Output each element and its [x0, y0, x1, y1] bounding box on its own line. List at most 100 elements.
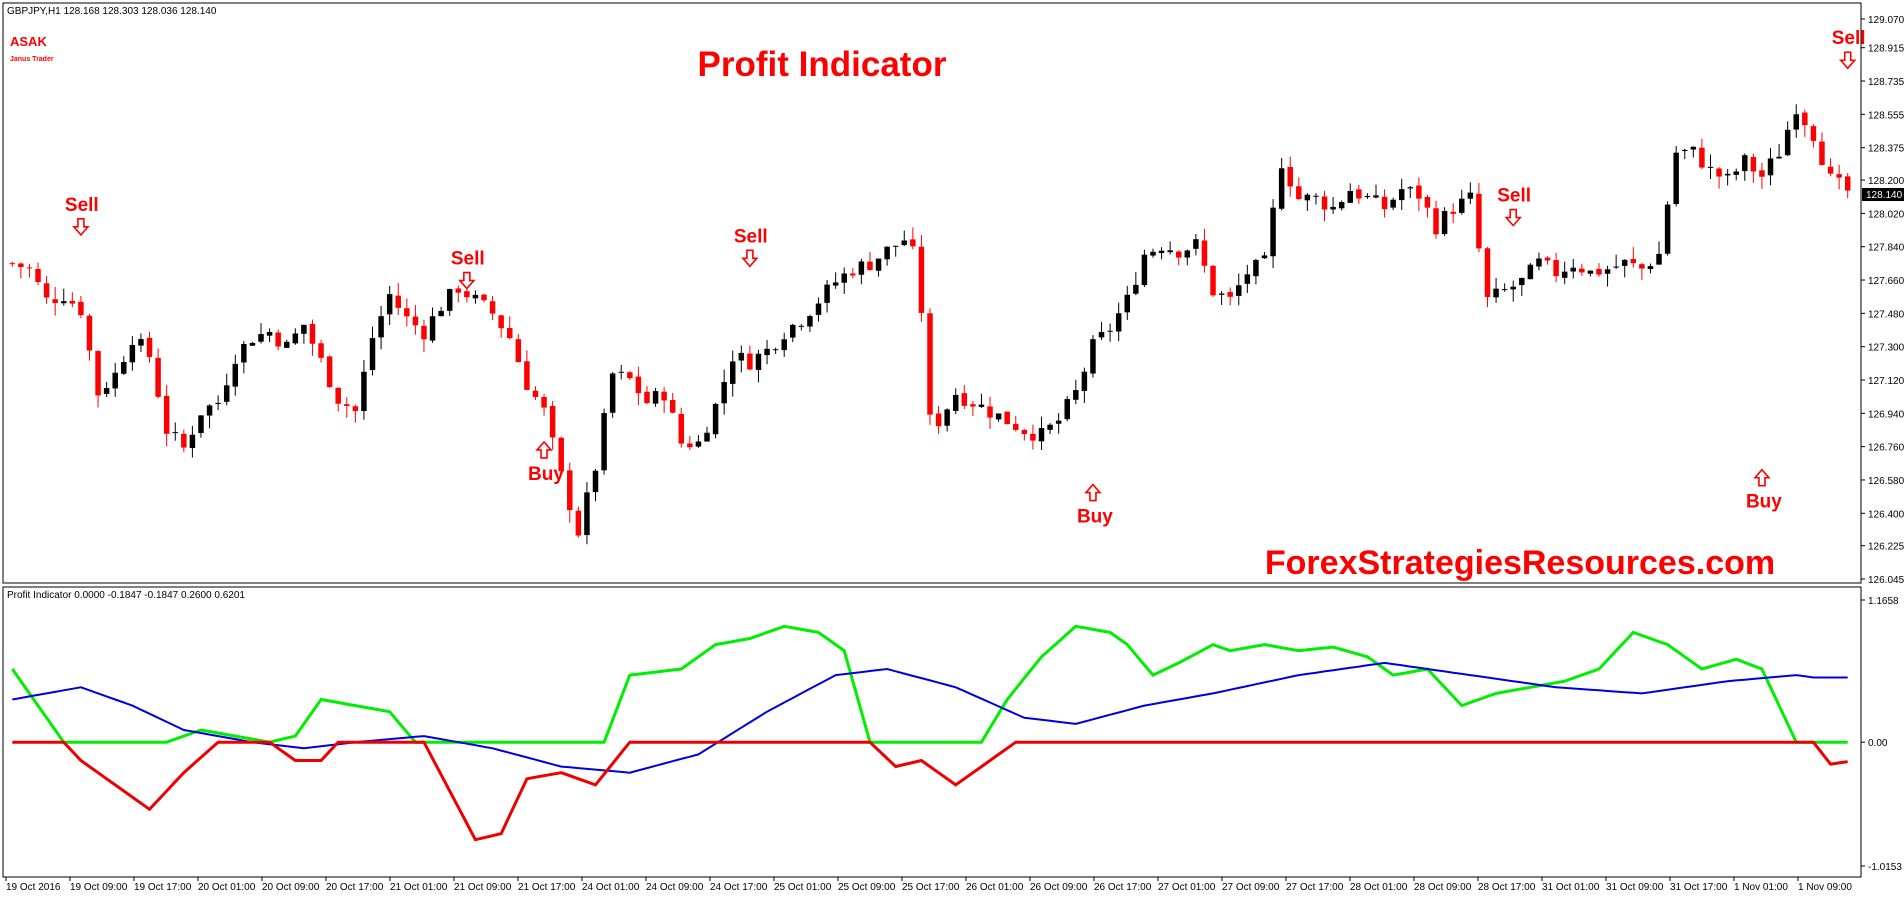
- price-tick-label: 126.580: [1868, 476, 1904, 487]
- down-arrow-icon: [1504, 208, 1522, 227]
- candle: [1115, 302, 1122, 342]
- candle: [755, 349, 762, 383]
- current-price-label: 128.140: [1866, 190, 1903, 201]
- candle: [1356, 184, 1362, 204]
- candle: [309, 319, 316, 356]
- candle: [687, 436, 693, 451]
- candle: [1107, 323, 1113, 342]
- candle: [1030, 424, 1036, 450]
- candle: [661, 387, 667, 414]
- sell-label: Sell: [734, 226, 768, 247]
- candle: [446, 288, 453, 316]
- candle: [901, 230, 908, 247]
- price-tick-label: 128.020: [1868, 209, 1904, 220]
- candle: [146, 331, 153, 363]
- candle: [301, 324, 307, 344]
- candle: [1038, 416, 1045, 450]
- time-tick-label: 20 Oct 01:00: [198, 882, 256, 893]
- time-tick-label: 31 Oct 01:00: [1542, 882, 1600, 893]
- candle: [1621, 259, 1628, 278]
- price-tick-label: 127.840: [1868, 243, 1904, 254]
- candle: [807, 314, 813, 332]
- candle: [1536, 252, 1542, 271]
- candle: [729, 350, 736, 397]
- candle: [1819, 132, 1825, 166]
- time-tick-label: 31 Oct 17:00: [1670, 882, 1728, 893]
- candle: [592, 469, 599, 502]
- buy-signal: Buy: [528, 440, 564, 485]
- candle: [1073, 379, 1079, 405]
- time-tick-label: 28 Oct 17:00: [1478, 882, 1536, 893]
- sell-signal: Sell: [734, 226, 768, 268]
- price-tick-label: 127.300: [1868, 343, 1904, 354]
- buy-signal: Buy: [1077, 483, 1113, 528]
- time-tick-label: 19 Oct 17:00: [134, 882, 192, 893]
- down-arrow-icon: [458, 271, 476, 290]
- candle: [1296, 177, 1302, 201]
- candle: [1424, 194, 1431, 218]
- price-tick-label: 126.225: [1868, 542, 1904, 553]
- candle: [1733, 168, 1739, 181]
- candle: [1064, 396, 1070, 422]
- candle: [987, 396, 993, 429]
- candle: [1750, 153, 1757, 183]
- candle: [1596, 263, 1602, 277]
- candle: [472, 290, 479, 304]
- candle: [189, 425, 196, 458]
- candle: [1278, 157, 1285, 211]
- candle: [558, 436, 564, 474]
- candle: [1398, 178, 1405, 210]
- candle: [678, 407, 685, 448]
- buy-signal: Buy: [1746, 468, 1782, 513]
- candle: [498, 314, 504, 338]
- candle: [1201, 228, 1208, 273]
- candle: [429, 307, 436, 343]
- candle: [1501, 283, 1508, 292]
- candle: [1784, 121, 1791, 157]
- time-tick-label: 24 Oct 17:00: [710, 882, 768, 893]
- down-arrow-icon: [72, 218, 90, 237]
- up-arrow-icon: [1753, 468, 1771, 487]
- candle: [121, 356, 127, 375]
- candle: [1013, 415, 1019, 432]
- time-tick-label: 19 Oct 09:00: [70, 882, 128, 893]
- candle: [232, 354, 239, 396]
- time-tick-label: 26 Oct 01:00: [966, 882, 1024, 893]
- candle: [824, 279, 830, 313]
- candle: [181, 429, 187, 453]
- candle: [1467, 182, 1474, 205]
- time-tick-label: 26 Oct 09:00: [1030, 882, 1088, 893]
- candle: [704, 426, 710, 442]
- candle: [266, 328, 273, 343]
- candle: [215, 395, 221, 411]
- candle: [850, 268, 856, 279]
- candle: [1373, 184, 1379, 199]
- time-tick-label: 20 Oct 17:00: [326, 882, 384, 893]
- candle: [1218, 290, 1225, 305]
- candle: [1175, 250, 1182, 266]
- price-tick-label: 128.200: [1868, 176, 1904, 187]
- candle: [738, 345, 745, 373]
- indicator-lines-layer: [11, 624, 1848, 842]
- candle: [609, 371, 616, 418]
- candle: [1090, 335, 1096, 378]
- price-tick-label: 127.660: [1868, 276, 1904, 287]
- indicator-tick-label: -1.0153: [1868, 862, 1902, 873]
- candle: [1682, 148, 1688, 160]
- candle: [575, 506, 582, 538]
- candle: [344, 397, 350, 418]
- candle: [1433, 200, 1439, 239]
- time-tick-label: 27 Oct 17:00: [1286, 882, 1344, 893]
- candle: [867, 251, 873, 271]
- candle: [781, 332, 787, 358]
- time-tick-label: 20 Oct 09:00: [262, 882, 320, 893]
- candle: [155, 348, 161, 399]
- candle: [1459, 189, 1465, 215]
- candle: [1690, 146, 1697, 158]
- candle: [1081, 367, 1088, 403]
- candle: [1141, 249, 1148, 288]
- time-tick-label: 28 Oct 09:00: [1414, 882, 1472, 893]
- candle: [283, 339, 290, 348]
